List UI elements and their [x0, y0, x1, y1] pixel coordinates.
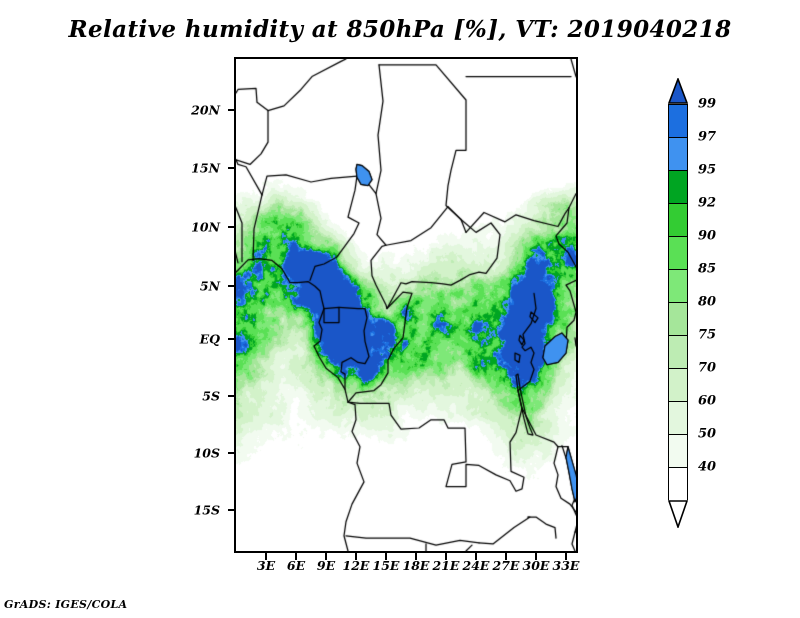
colorbar-tick-label: 95: [698, 162, 717, 178]
colorbar-top-arrow: [667, 76, 689, 104]
x-axis-tick-mark: [265, 553, 267, 560]
x-axis-tick-label: 24E: [462, 558, 490, 573]
colorbar-tick-label: 85: [698, 261, 717, 277]
y-axis-tick-mark: [228, 109, 235, 111]
x-axis-tick-mark: [415, 553, 417, 560]
colorbar-tick-label: 97: [698, 129, 717, 145]
colorbar-tick-label: 99: [698, 96, 717, 112]
colorbar-segment: [668, 368, 688, 401]
y-axis-tick-label: 15S: [193, 502, 220, 518]
colorbar-segment: [668, 302, 688, 335]
x-axis-tick-mark: [535, 553, 537, 560]
x-axis-tick-label: 12E: [342, 558, 370, 573]
y-axis-tick-label: EQ: [199, 331, 220, 347]
colorbar-tick-label: 90: [698, 228, 717, 244]
colorbar-tick-label: 50: [698, 426, 717, 442]
x-axis-tick-mark: [505, 553, 507, 560]
y-axis-tick-mark: [228, 226, 235, 228]
colorbar-segment: [668, 236, 688, 269]
x-axis-tick-label: 3E: [256, 558, 276, 573]
y-axis-tick-mark: [228, 167, 235, 169]
colorbar-tick-label: 60: [698, 393, 717, 409]
colorbar-segment: [668, 203, 688, 236]
y-axis-tick-label: 15N: [191, 160, 220, 176]
colorbar-tick-label: 92: [698, 195, 717, 211]
y-axis-tick-mark: [228, 452, 235, 454]
page-title: Relative humidity at 850hPa [%], VT: 201…: [68, 16, 732, 43]
x-axis-tick-mark: [445, 553, 447, 560]
colorbar-tick-label: 75: [698, 327, 717, 343]
x-axis-tick-mark: [295, 553, 297, 560]
map-plot-area: [234, 57, 578, 553]
y-axis-tick-mark: [228, 338, 235, 340]
colorbar-segment: [668, 401, 688, 434]
y-axis-tick-mark: [228, 395, 235, 397]
x-axis-tick-mark: [355, 553, 357, 560]
x-axis-tick-label: 9E: [316, 558, 336, 573]
colorbar-segment: [668, 434, 688, 467]
y-axis-tick-label: 5N: [199, 278, 220, 294]
x-axis-tick-label: 18E: [402, 558, 430, 573]
colorbar-segment: [668, 104, 688, 137]
x-axis-tick-mark: [385, 553, 387, 560]
colorbar-tick-label: 80: [698, 294, 717, 310]
y-axis-tick-label: 10S: [193, 445, 220, 461]
colorbar-segment: [668, 335, 688, 368]
colorbar-segment: [668, 269, 688, 302]
x-axis-tick-label: 21E: [432, 558, 460, 573]
y-axis-tick-mark: [228, 285, 235, 287]
y-axis-tick-mark: [228, 509, 235, 511]
colorbar-segment: [668, 170, 688, 203]
footer-credit: GrADS: IGES/COLA: [4, 598, 128, 611]
relative-humidity-map: [236, 59, 576, 551]
x-axis-tick-label: 30E: [522, 558, 550, 573]
colorbar: 99 97 95 92 90 85 80 75 70 60 50 40: [667, 76, 716, 534]
colorbar-segment: [668, 467, 688, 500]
x-axis-tick-label: 33E: [552, 558, 580, 573]
x-axis-tick-label: 15E: [372, 558, 400, 573]
colorbar-segment: [668, 137, 688, 170]
y-axis-tick-label: 20N: [191, 102, 220, 118]
x-axis-tick-mark: [565, 553, 567, 560]
x-axis-tick-label: 6E: [286, 558, 306, 573]
x-axis-tick-mark: [325, 553, 327, 560]
y-axis-tick-label: 10N: [191, 219, 220, 235]
colorbar-tick-label: 40: [698, 459, 717, 475]
x-axis-tick-label: 27E: [492, 558, 520, 573]
y-axis-tick-label: 5S: [202, 388, 220, 404]
colorbar-bottom-arrow: [667, 500, 689, 530]
colorbar-tick-label: 70: [698, 360, 717, 376]
x-axis-tick-mark: [475, 553, 477, 560]
